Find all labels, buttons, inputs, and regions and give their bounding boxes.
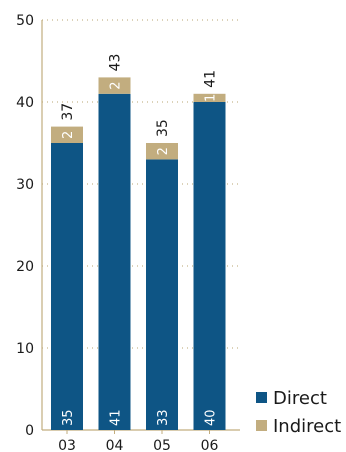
bar-segment-indirect bbox=[98, 77, 131, 94]
data-label-direct: 41 bbox=[109, 409, 124, 426]
total-label: 35 bbox=[155, 119, 171, 137]
total-label: 37 bbox=[60, 103, 76, 121]
legend-label-indirect: Indirect bbox=[273, 416, 341, 437]
y-axis: 0 10 20 30 40 50 bbox=[16, 13, 43, 439]
y-tick-label: 50 bbox=[16, 13, 34, 29]
legend-swatch-indirect bbox=[256, 420, 267, 431]
x-axis: 03 04 05 06 bbox=[42, 429, 240, 452]
data-label-direct: 33 bbox=[156, 409, 171, 426]
data-label-direct: 35 bbox=[61, 409, 76, 426]
data-label-indirect: 1 bbox=[204, 94, 219, 102]
bar-segment-direct bbox=[193, 102, 226, 430]
total-label: 43 bbox=[108, 54, 124, 72]
data-label-direct: 40 bbox=[204, 409, 219, 426]
bar-segment-direct bbox=[98, 93, 131, 431]
bars: 35 2 37 41 2 43 33 2 35 40 1 41 bbox=[51, 54, 226, 431]
bar-segment-indirect bbox=[193, 93, 226, 102]
y-tick-label: 20 bbox=[16, 259, 34, 275]
bar-segment-indirect bbox=[51, 126, 83, 143]
data-label-indirect: 2 bbox=[109, 81, 124, 89]
y-tick-label: 10 bbox=[16, 341, 34, 357]
bar-segment-indirect bbox=[146, 143, 178, 160]
x-tick-label: 04 bbox=[106, 438, 124, 452]
bar-segment-direct bbox=[146, 159, 178, 430]
y-tick-label: 30 bbox=[16, 177, 34, 193]
legend-label-direct: Direct bbox=[273, 388, 327, 409]
y-tick-label: 0 bbox=[25, 423, 34, 439]
bar-segment-direct bbox=[51, 143, 83, 430]
x-tick-label: 03 bbox=[58, 438, 76, 452]
legend-swatch-direct bbox=[256, 392, 267, 403]
legend: Direct Indirect bbox=[256, 388, 341, 437]
total-label: 41 bbox=[203, 70, 219, 88]
x-tick-label: 05 bbox=[153, 438, 171, 452]
data-label-indirect: 2 bbox=[61, 131, 76, 139]
data-label-indirect: 2 bbox=[156, 147, 171, 155]
y-tick-label: 40 bbox=[16, 95, 34, 111]
x-tick-label: 06 bbox=[201, 438, 219, 452]
